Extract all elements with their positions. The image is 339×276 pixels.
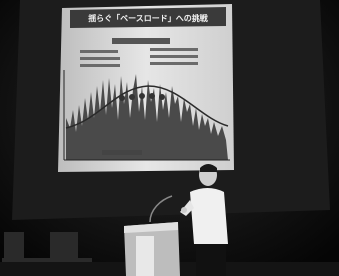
podium <box>124 222 180 276</box>
graph-caption <box>102 150 142 155</box>
slide-subheading <box>112 38 170 44</box>
photo: 揺らぐ「ベースロード」への挑戦 <box>0 0 339 276</box>
slide-title: 揺らぐ「ベースロード」への挑戦 <box>88 13 209 23</box>
